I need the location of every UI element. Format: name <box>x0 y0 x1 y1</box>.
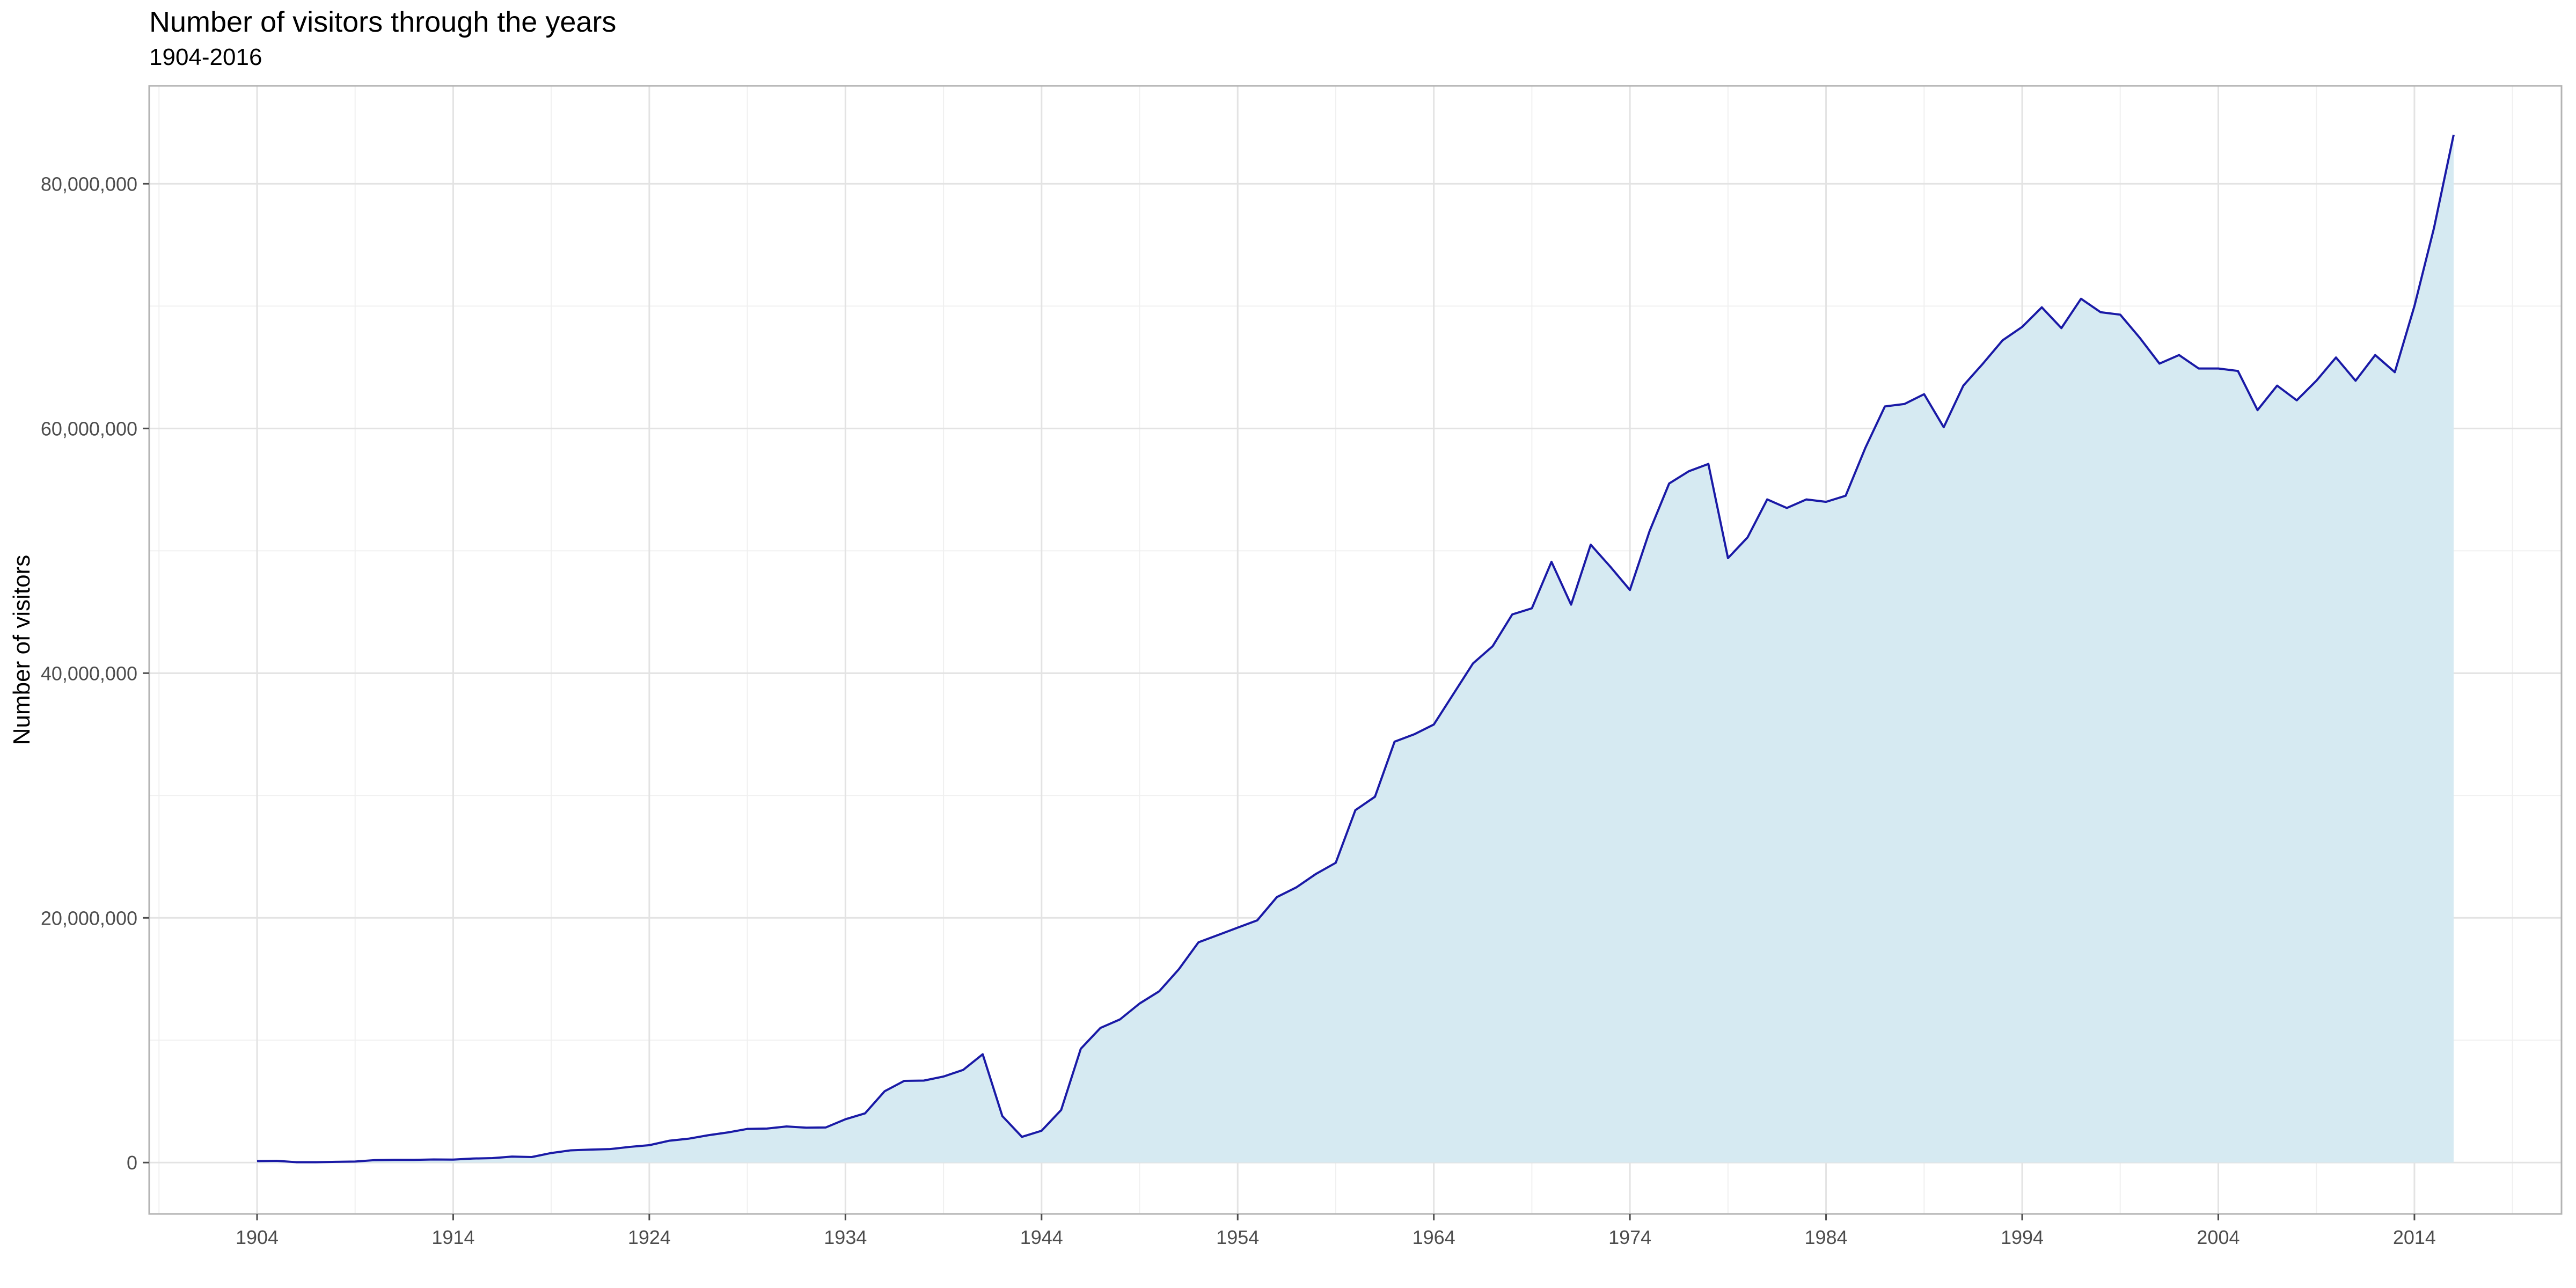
x-tick-label: 1924 <box>628 1226 671 1248</box>
panel-border <box>148 85 2563 1215</box>
chart-title: Number of visitors through the years <box>149 6 617 38</box>
y-tick-label: 60,000,000 <box>41 418 137 440</box>
chart-subtitle: 1904-2016 <box>149 44 262 70</box>
x-tick-label: 1934 <box>824 1226 867 1248</box>
x-tick-label: 1914 <box>431 1226 474 1248</box>
x-tick-label: 1904 <box>236 1226 279 1248</box>
x-tick-label: 2014 <box>2393 1226 2436 1248</box>
visitors-line <box>257 134 2455 1163</box>
y-tick-label: 80,000,000 <box>41 173 137 195</box>
x-tick-label: 1964 <box>1413 1226 1455 1248</box>
y-tick-label: 20,000,000 <box>41 907 137 929</box>
x-tick-label: 1954 <box>1216 1226 1259 1248</box>
x-tick-label: 1984 <box>1805 1226 1848 1248</box>
y-tick-label: 40,000,000 <box>41 662 137 684</box>
x-tick-label: 1974 <box>1608 1226 1651 1248</box>
y-tick-label: 0 <box>127 1152 137 1174</box>
y-axis-label: Number of visitors <box>9 555 35 745</box>
area-fill <box>257 135 2454 1163</box>
x-tick-label: 1944 <box>1020 1226 1063 1248</box>
x-tick-label: 2004 <box>2197 1226 2240 1248</box>
x-tick-label: 1994 <box>2001 1226 2044 1248</box>
